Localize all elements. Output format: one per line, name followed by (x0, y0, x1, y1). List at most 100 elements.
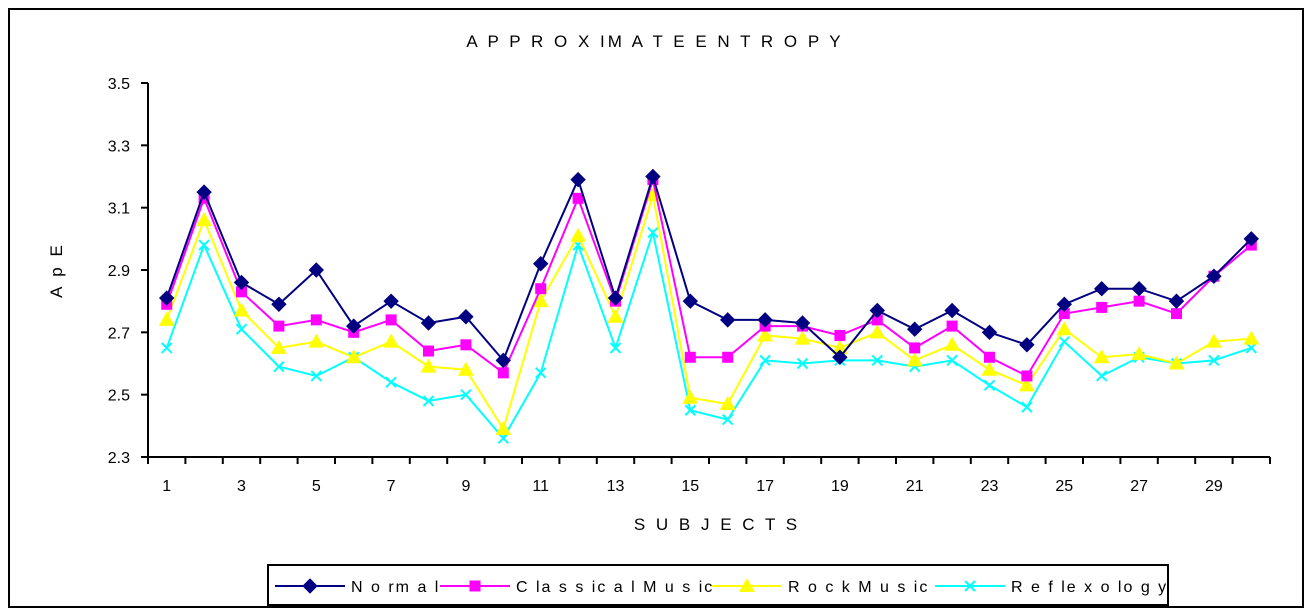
data-point-normal (532, 256, 549, 272)
x-tick-label: 19 (831, 478, 849, 495)
data-point-normal (645, 168, 661, 185)
legend-marker (302, 578, 318, 594)
x-marker-stroke (609, 342, 622, 354)
legend: N o rm a l C la s s ic a l M u s ic R o c … (267, 564, 1169, 606)
data-point-rock-music (308, 333, 325, 348)
legend-label: R e f le x o lo g y (1011, 579, 1168, 596)
data-point-rock-music (420, 358, 437, 373)
x-tick-label: 1 (162, 478, 171, 495)
data-point-reflexology (946, 354, 958, 367)
data-point-normal (158, 290, 175, 306)
data-point-normal (1168, 293, 1185, 309)
series-normal (158, 168, 1260, 369)
data-point-classical-music (1171, 308, 1182, 320)
x-marker-stroke (1095, 370, 1108, 382)
data-point-reflexology (273, 360, 285, 373)
data-point-normal (233, 274, 250, 291)
x-tick-label: 13 (607, 478, 625, 495)
legend-label: N o rm a l (351, 579, 440, 596)
data-point-reflexology (684, 404, 697, 416)
data-point-reflexology (721, 413, 734, 426)
x-marker-stroke (497, 432, 510, 445)
x-tick-label: 15 (681, 478, 699, 495)
data-point-classical-music (385, 314, 397, 326)
data-point-reflexology (235, 323, 248, 335)
data-point-classical-music (535, 283, 547, 295)
series-line-classical-music (165, 175, 1252, 378)
data-point-normal (345, 318, 362, 334)
data-point-rock-music (869, 324, 886, 339)
data-point-normal (271, 296, 287, 312)
data-point-rock-music (532, 293, 549, 308)
x-marker-stroke (1245, 342, 1258, 354)
data-point-rock-music (1131, 346, 1148, 361)
x-marker-stroke (647, 226, 659, 239)
data-point-classical-music (871, 314, 883, 326)
data-point-rock-music (1243, 330, 1260, 345)
x-marker-stroke (235, 323, 248, 335)
data-point-rock-music (196, 212, 213, 227)
y-tick-label: 3.3 (108, 138, 130, 155)
data-point-reflexology (609, 342, 622, 354)
x-tick-label: 29 (1205, 478, 1223, 495)
x-axis-ticks: 1 3 5 7 9 11 13 15 17 19 21 23 25 27 29 (147, 457, 1271, 495)
data-point-rock-music (719, 396, 736, 411)
data-point-rock-music (794, 330, 811, 345)
data-point-reflexology (647, 226, 659, 239)
x-marker-stroke (871, 354, 884, 367)
x-marker-stroke (1058, 335, 1071, 348)
series-line-rock-music (165, 194, 1252, 432)
x-marker-stroke (946, 354, 958, 367)
data-point-normal (944, 302, 960, 319)
data-point-normal (383, 293, 399, 309)
data-point-normal (832, 349, 848, 365)
x-marker-stroke (721, 413, 734, 426)
x-marker-stroke (160, 342, 173, 354)
data-point-classical-music (1133, 295, 1145, 307)
x-tick-label: 9 (461, 478, 470, 495)
data-point-normal (308, 262, 325, 278)
data-point-classical-music (684, 351, 696, 363)
data-point-rock-music (944, 336, 961, 351)
y-tick-label: 2.7 (108, 325, 130, 342)
data-point-classical-music (1021, 370, 1033, 382)
data-point-reflexology (983, 379, 996, 392)
data-point-normal (570, 171, 586, 188)
data-point-normal (196, 184, 212, 200)
legend-entry-rock-music: R o c k M u s ic (712, 578, 927, 596)
x-marker-stroke (684, 404, 697, 416)
x-tick-label: 17 (756, 478, 774, 495)
data-point-rock-music (495, 420, 512, 435)
data-point-reflexology (385, 376, 397, 388)
x-tick-label: 27 (1130, 478, 1148, 495)
data-point-reflexology (422, 395, 435, 407)
x-marker-stroke (422, 395, 435, 407)
series-line-normal (165, 173, 1253, 363)
data-point-classical-music (572, 192, 584, 204)
y-tick-label: 3.5 (108, 76, 130, 93)
x-marker-stroke (796, 357, 809, 370)
y-tick-label: 3.1 (108, 201, 130, 218)
x-marker-stroke (964, 580, 976, 592)
series-line-reflexology (165, 228, 1252, 441)
data-point-normal (607, 290, 624, 306)
data-point-rock-music (1205, 333, 1222, 348)
legend-entry-reflexology: R e f le x o lo g y (935, 579, 1168, 596)
data-point-reflexology (796, 357, 809, 370)
x-marker-stroke (534, 367, 547, 379)
data-point-classical-music (310, 314, 322, 326)
data-point-normal (1093, 280, 1110, 297)
data-point-reflexology (759, 354, 771, 367)
data-point-rock-music (270, 339, 287, 354)
y-tick-label: 2.3 (108, 450, 130, 467)
x-tick-label: 25 (1055, 478, 1073, 495)
legend-marker (739, 578, 755, 592)
x-marker-stroke (983, 379, 996, 392)
data-point-rock-music (570, 227, 587, 242)
data-point-rock-music (757, 327, 774, 342)
data-point-reflexology (534, 367, 547, 379)
y-axis-ticks: 2.3 2.5 2.7 2.9 3.1 3.3 3.5 (108, 76, 148, 467)
data-point-normal (682, 293, 699, 309)
data-point-normal (794, 315, 811, 331)
data-point-rock-music (345, 349, 362, 364)
